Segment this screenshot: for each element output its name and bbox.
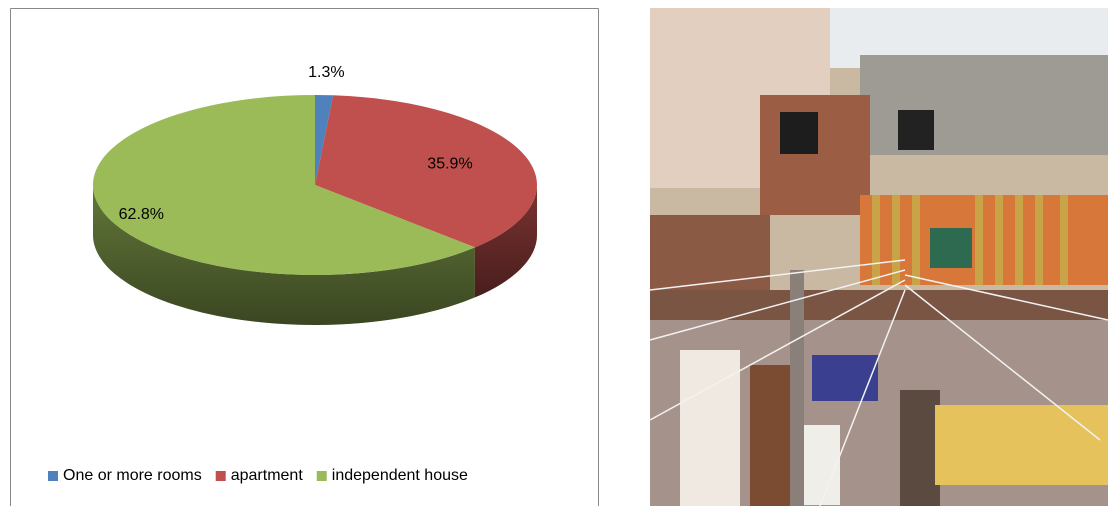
data-label: 35.9% — [427, 156, 472, 173]
legend-swatch — [215, 471, 226, 481]
legend-swatch — [316, 471, 327, 481]
slice — [315, 95, 334, 185]
data-label: 62.8% — [119, 206, 164, 223]
data-label: 1.3% — [308, 64, 344, 81]
legend-label: One or more rooms — [63, 467, 202, 484]
chart: 1.3% 35.9% 62.8% One or more rooms apartment… — [48, 64, 538, 484]
chart-frame — [10, 8, 599, 506]
legend-label: apartment — [231, 467, 304, 484]
slice-side-shade — [474, 185, 537, 298]
photo — [649, 8, 1108, 507]
legend-label: independent house — [332, 467, 468, 484]
slice — [315, 95, 538, 248]
slice — [93, 95, 475, 275]
slice-side-shade — [93, 185, 475, 325]
legend-swatch — [48, 471, 58, 481]
